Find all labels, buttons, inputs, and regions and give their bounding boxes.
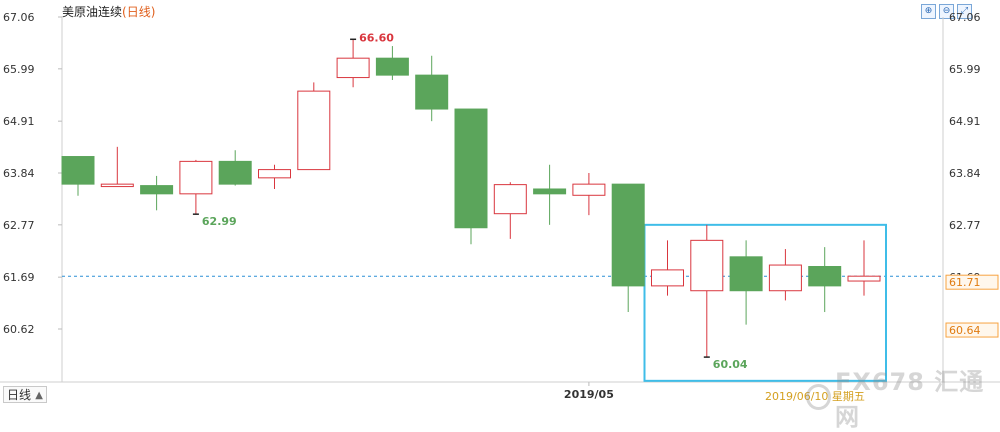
y-tick-label-left: 61.69 bbox=[3, 271, 35, 284]
annotation-label: 60.04 bbox=[713, 358, 748, 371]
y-tick-label-right: 64.91 bbox=[949, 115, 981, 128]
instrument-name: 美原油连续 bbox=[62, 5, 123, 19]
candlestick-chart: 67.06 67.06 65.99 65.99 64.91 64.91 63.84 63.84… bbox=[0, 11, 1000, 401]
period-label: 日线 bbox=[7, 388, 32, 402]
candle-up bbox=[847, 275, 881, 282]
secondary-price-tag bbox=[945, 322, 999, 338]
y-tick-label-left: 62.77 bbox=[3, 219, 35, 232]
y-tick-label-left: 65.99 bbox=[3, 63, 35, 76]
candle-down bbox=[808, 266, 842, 287]
logo-ring-icon bbox=[806, 384, 831, 410]
candle-down bbox=[375, 57, 409, 76]
candle-up bbox=[336, 57, 370, 79]
period-suffix: (日线) bbox=[122, 5, 156, 19]
y-tick-label-right: 62.77 bbox=[949, 219, 981, 232]
expand-icon[interactable]: ⤢ bbox=[957, 4, 972, 19]
annotation-label: 62.99 bbox=[202, 215, 237, 228]
candle-up bbox=[572, 183, 606, 196]
watermark-logo: FX678 汇通网 bbox=[806, 362, 1000, 432]
candle-down bbox=[454, 108, 488, 229]
candle-up bbox=[651, 269, 684, 287]
annotation-label: 66.60 bbox=[359, 31, 394, 44]
y-tick-label-left: 64.91 bbox=[3, 115, 35, 128]
candle-up bbox=[100, 183, 134, 188]
highlight-box bbox=[643, 223, 887, 382]
candle-down bbox=[61, 156, 95, 185]
candle-down bbox=[415, 74, 449, 110]
candle-down bbox=[729, 256, 763, 292]
y-tick-label-left: 60.62 bbox=[3, 323, 35, 336]
candle-up bbox=[493, 184, 527, 215]
candle-up bbox=[297, 90, 331, 171]
last-price-tag bbox=[945, 274, 999, 290]
secondary-price-tag-label: 60.64 bbox=[949, 324, 981, 337]
dropdown-arrow-icon: ▲ bbox=[35, 390, 43, 401]
chart-toolbar: ⊕ ⊖ ⤢ bbox=[921, 4, 972, 19]
candle-down bbox=[533, 188, 567, 195]
last-price-tag-label: 61.71 bbox=[949, 276, 981, 289]
candle-up bbox=[768, 264, 802, 292]
zoom-out-icon[interactable]: ⊖ bbox=[939, 4, 954, 19]
candle-up bbox=[179, 160, 213, 195]
chart-title: 美原油连续(日线) bbox=[62, 3, 155, 20]
period-selector[interactable]: 日线 ▲ bbox=[3, 386, 47, 403]
y-tick-label-left: 63.84 bbox=[3, 167, 35, 180]
candle-down bbox=[218, 160, 252, 185]
candle-down bbox=[140, 185, 174, 195]
y-tick-label-right: 63.84 bbox=[949, 167, 981, 180]
watermark-text: FX678 汇通网 bbox=[834, 368, 985, 431]
candle-down bbox=[611, 183, 645, 287]
candle-up bbox=[258, 169, 291, 179]
y-tick-label-right: 65.99 bbox=[949, 63, 981, 76]
y-tick-label-right: 67.06 bbox=[949, 11, 981, 24]
x-tick-label: 2019/05 bbox=[564, 388, 614, 401]
y-tick-label-left: 67.06 bbox=[3, 11, 35, 24]
zoom-in-icon[interactable]: ⊕ bbox=[921, 4, 936, 19]
candle-up bbox=[690, 239, 724, 292]
